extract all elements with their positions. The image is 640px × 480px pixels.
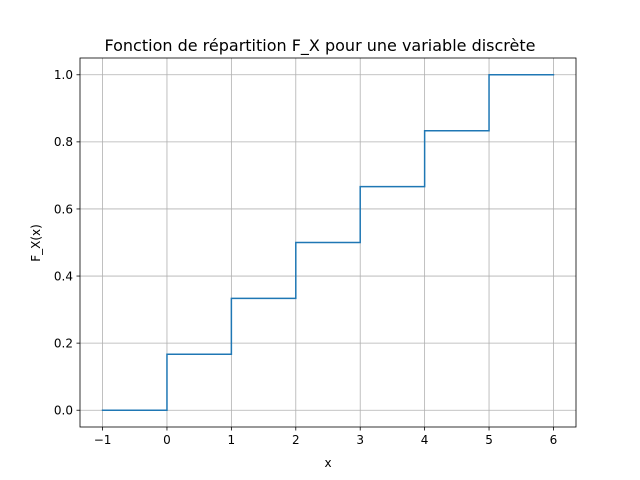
y-tick-label: 0.4 xyxy=(54,269,73,283)
y-tick-label: 1.0 xyxy=(54,68,73,82)
y-tick-label: 0.6 xyxy=(54,202,73,216)
y-axis-label: F_X(x) xyxy=(29,224,43,262)
series-line xyxy=(101,74,555,411)
chart-title: Fonction de répartition F_X pour une var… xyxy=(104,36,535,56)
x-axis-label: x xyxy=(324,456,331,470)
plot-frame xyxy=(79,57,577,428)
x-tick-label: −1 xyxy=(94,433,112,447)
x-axis: −1 0 1 2 3 4 5 6 xyxy=(94,427,558,447)
x-tick-label: 0 xyxy=(163,433,171,447)
x-tick-label: 3 xyxy=(356,433,364,447)
x-tick-label: 5 xyxy=(485,433,493,447)
y-tick-label: 0.0 xyxy=(54,404,73,418)
y-axis: 0.0 0.2 0.4 0.6 0.8 1.0 xyxy=(54,68,80,418)
y-tick-label: 0.2 xyxy=(54,336,73,350)
x-tick-label: 2 xyxy=(292,433,300,447)
x-tick-label: 6 xyxy=(550,433,558,447)
x-tick-label: 1 xyxy=(228,433,236,447)
y-tick-label: 0.8 xyxy=(54,135,73,149)
x-tick-label: 4 xyxy=(421,433,429,447)
